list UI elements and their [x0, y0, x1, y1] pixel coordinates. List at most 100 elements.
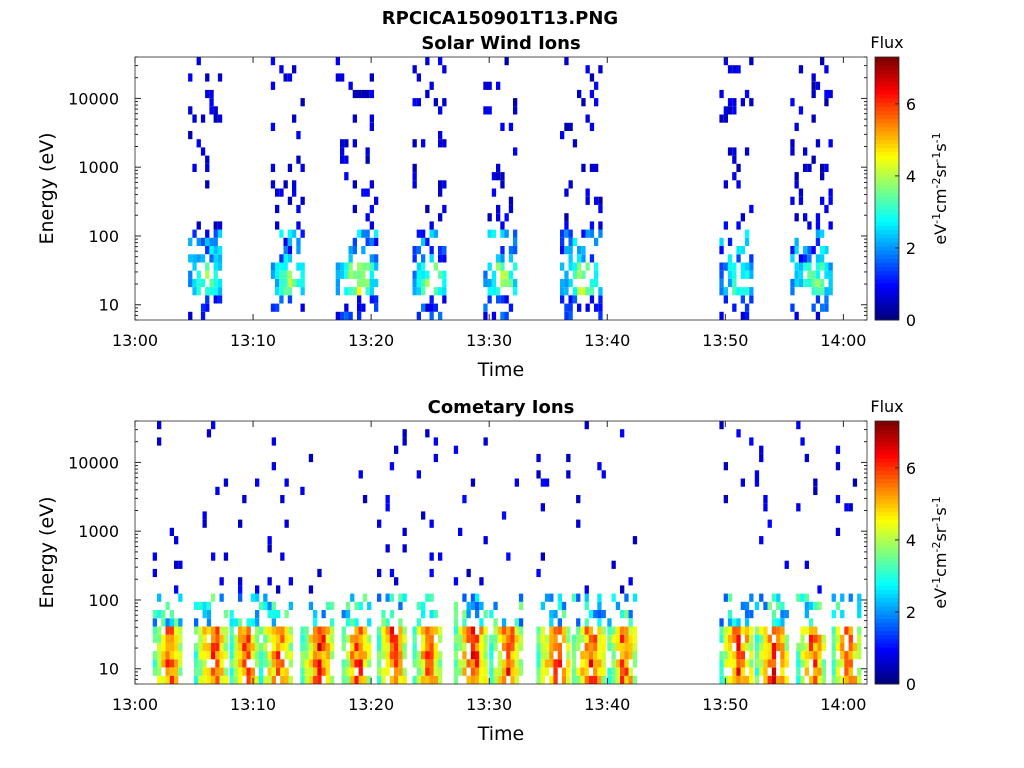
colorbar-tick-label: 6: [906, 459, 916, 478]
heatmap-cell: [345, 618, 351, 627]
heatmap-cell: [780, 667, 785, 676]
heatmap-cell: [242, 495, 247, 504]
heatmap-cell: [719, 287, 724, 296]
heatmap-cell: [219, 659, 224, 668]
heatmap-cell: [466, 601, 471, 610]
colorbar-segment: [875, 610, 899, 615]
heatmap-cell: [271, 675, 276, 684]
heatmap-cell: [628, 610, 633, 619]
heatmap-cell: [398, 618, 403, 627]
heatmap-cell: [340, 139, 345, 148]
heatmap-cell: [784, 659, 789, 668]
heatmap-cell: [597, 618, 602, 627]
heatmap-cell: [589, 254, 595, 263]
heatmap-cell: [759, 536, 764, 545]
heatmap-cell: [398, 593, 403, 602]
heatmap-cell: [754, 651, 760, 660]
heatmap-cell: [475, 634, 480, 643]
heatmap-cell: [581, 254, 586, 263]
heatmap-cell: [377, 651, 382, 660]
heatmap-cell: [412, 254, 417, 263]
heatmap-cell: [568, 180, 573, 189]
heatmap-cell: [453, 642, 459, 652]
heatmap-cell: [287, 270, 293, 279]
heatmap-cell: [233, 667, 238, 676]
heatmap-cell: [192, 229, 197, 238]
heatmap-cell: [192, 254, 197, 263]
heatmap-cell: [483, 536, 488, 545]
heatmap-cell: [594, 237, 599, 246]
colorbar-segment: [875, 630, 899, 636]
heatmap-cell: [780, 634, 785, 643]
heatmap-cell: [828, 278, 833, 288]
heatmap-cell: [794, 262, 799, 271]
heatmap-cell: [321, 642, 326, 652]
colorbar-segment: [875, 65, 899, 70]
heatmap-cell: [549, 626, 554, 635]
colorbar-segment: [875, 262, 899, 268]
heatmap-cell: [759, 642, 764, 652]
heatmap-cell: [723, 626, 728, 635]
heatmap-cell: [369, 254, 374, 263]
heatmap-cell: [374, 295, 379, 304]
heatmap-cell: [429, 610, 434, 619]
heatmap-cell: [749, 57, 754, 66]
heatmap-cell: [462, 626, 467, 635]
heatmap-cell: [510, 626, 515, 635]
heatmap-cell: [794, 180, 799, 189]
heatmap-cell: [369, 278, 374, 288]
x-tick-label: 13:10: [230, 331, 276, 350]
heatmap-cell: [284, 478, 289, 487]
heatmap-cell: [771, 610, 777, 619]
heatmap-cell: [453, 626, 459, 635]
heatmap-cell: [620, 642, 625, 652]
heatmap-cell: [489, 651, 494, 660]
heatmap-cell: [438, 131, 443, 140]
heatmap-cell: [174, 675, 179, 684]
heatmap-cell: [192, 287, 197, 296]
heatmap-cell: [205, 295, 210, 304]
colorbar-segment: [875, 57, 899, 62]
colorbar-segment: [875, 474, 899, 480]
heatmap-cell: [345, 675, 351, 684]
heatmap-cell: [374, 254, 379, 263]
heatmap-cell: [462, 651, 467, 660]
heatmap-cell: [821, 667, 826, 676]
heatmap-cell: [489, 642, 494, 652]
heatmap-cell: [594, 270, 599, 279]
heatmap-cell: [732, 172, 737, 181]
heatmap-cell: [354, 642, 359, 652]
heatmap-cell: [194, 667, 199, 676]
heatmap-cell: [759, 453, 764, 463]
heatmap-cell: [205, 180, 210, 189]
heatmap-cell: [771, 626, 777, 635]
heatmap-cell: [458, 659, 463, 668]
heatmap-cell: [250, 651, 255, 660]
heatmap-cell: [213, 295, 218, 304]
heatmap-cell: [835, 659, 841, 668]
heatmap-cell: [385, 667, 390, 676]
colorbar-title: Flux: [870, 397, 903, 416]
heatmap-cell: [817, 642, 822, 652]
heatmap-cell: [500, 295, 505, 304]
colorbar-segment: [875, 511, 899, 517]
heatmap-cell: [470, 626, 476, 635]
heatmap-cell: [804, 626, 809, 635]
colorbar-segment: [875, 548, 899, 553]
heatmap-cell: [504, 278, 509, 288]
heatmap-cell: [796, 421, 801, 430]
x-tick-label: 13:20: [348, 331, 394, 350]
heatmap-cell: [313, 634, 318, 643]
heatmap-cell: [425, 57, 430, 66]
heatmap-cell: [389, 659, 395, 668]
heatmap-cell: [780, 659, 785, 668]
colorbar-segment: [875, 655, 899, 660]
heatmap-cell: [566, 675, 571, 684]
heatmap-cell: [165, 642, 170, 652]
heatmap-cell: [580, 634, 585, 643]
heatmap-cell: [844, 626, 849, 635]
x-tick-label: 14:00: [820, 331, 866, 350]
heatmap-cell: [732, 262, 737, 271]
heatmap-cell: [287, 287, 293, 296]
heatmap-cell: [496, 262, 501, 271]
